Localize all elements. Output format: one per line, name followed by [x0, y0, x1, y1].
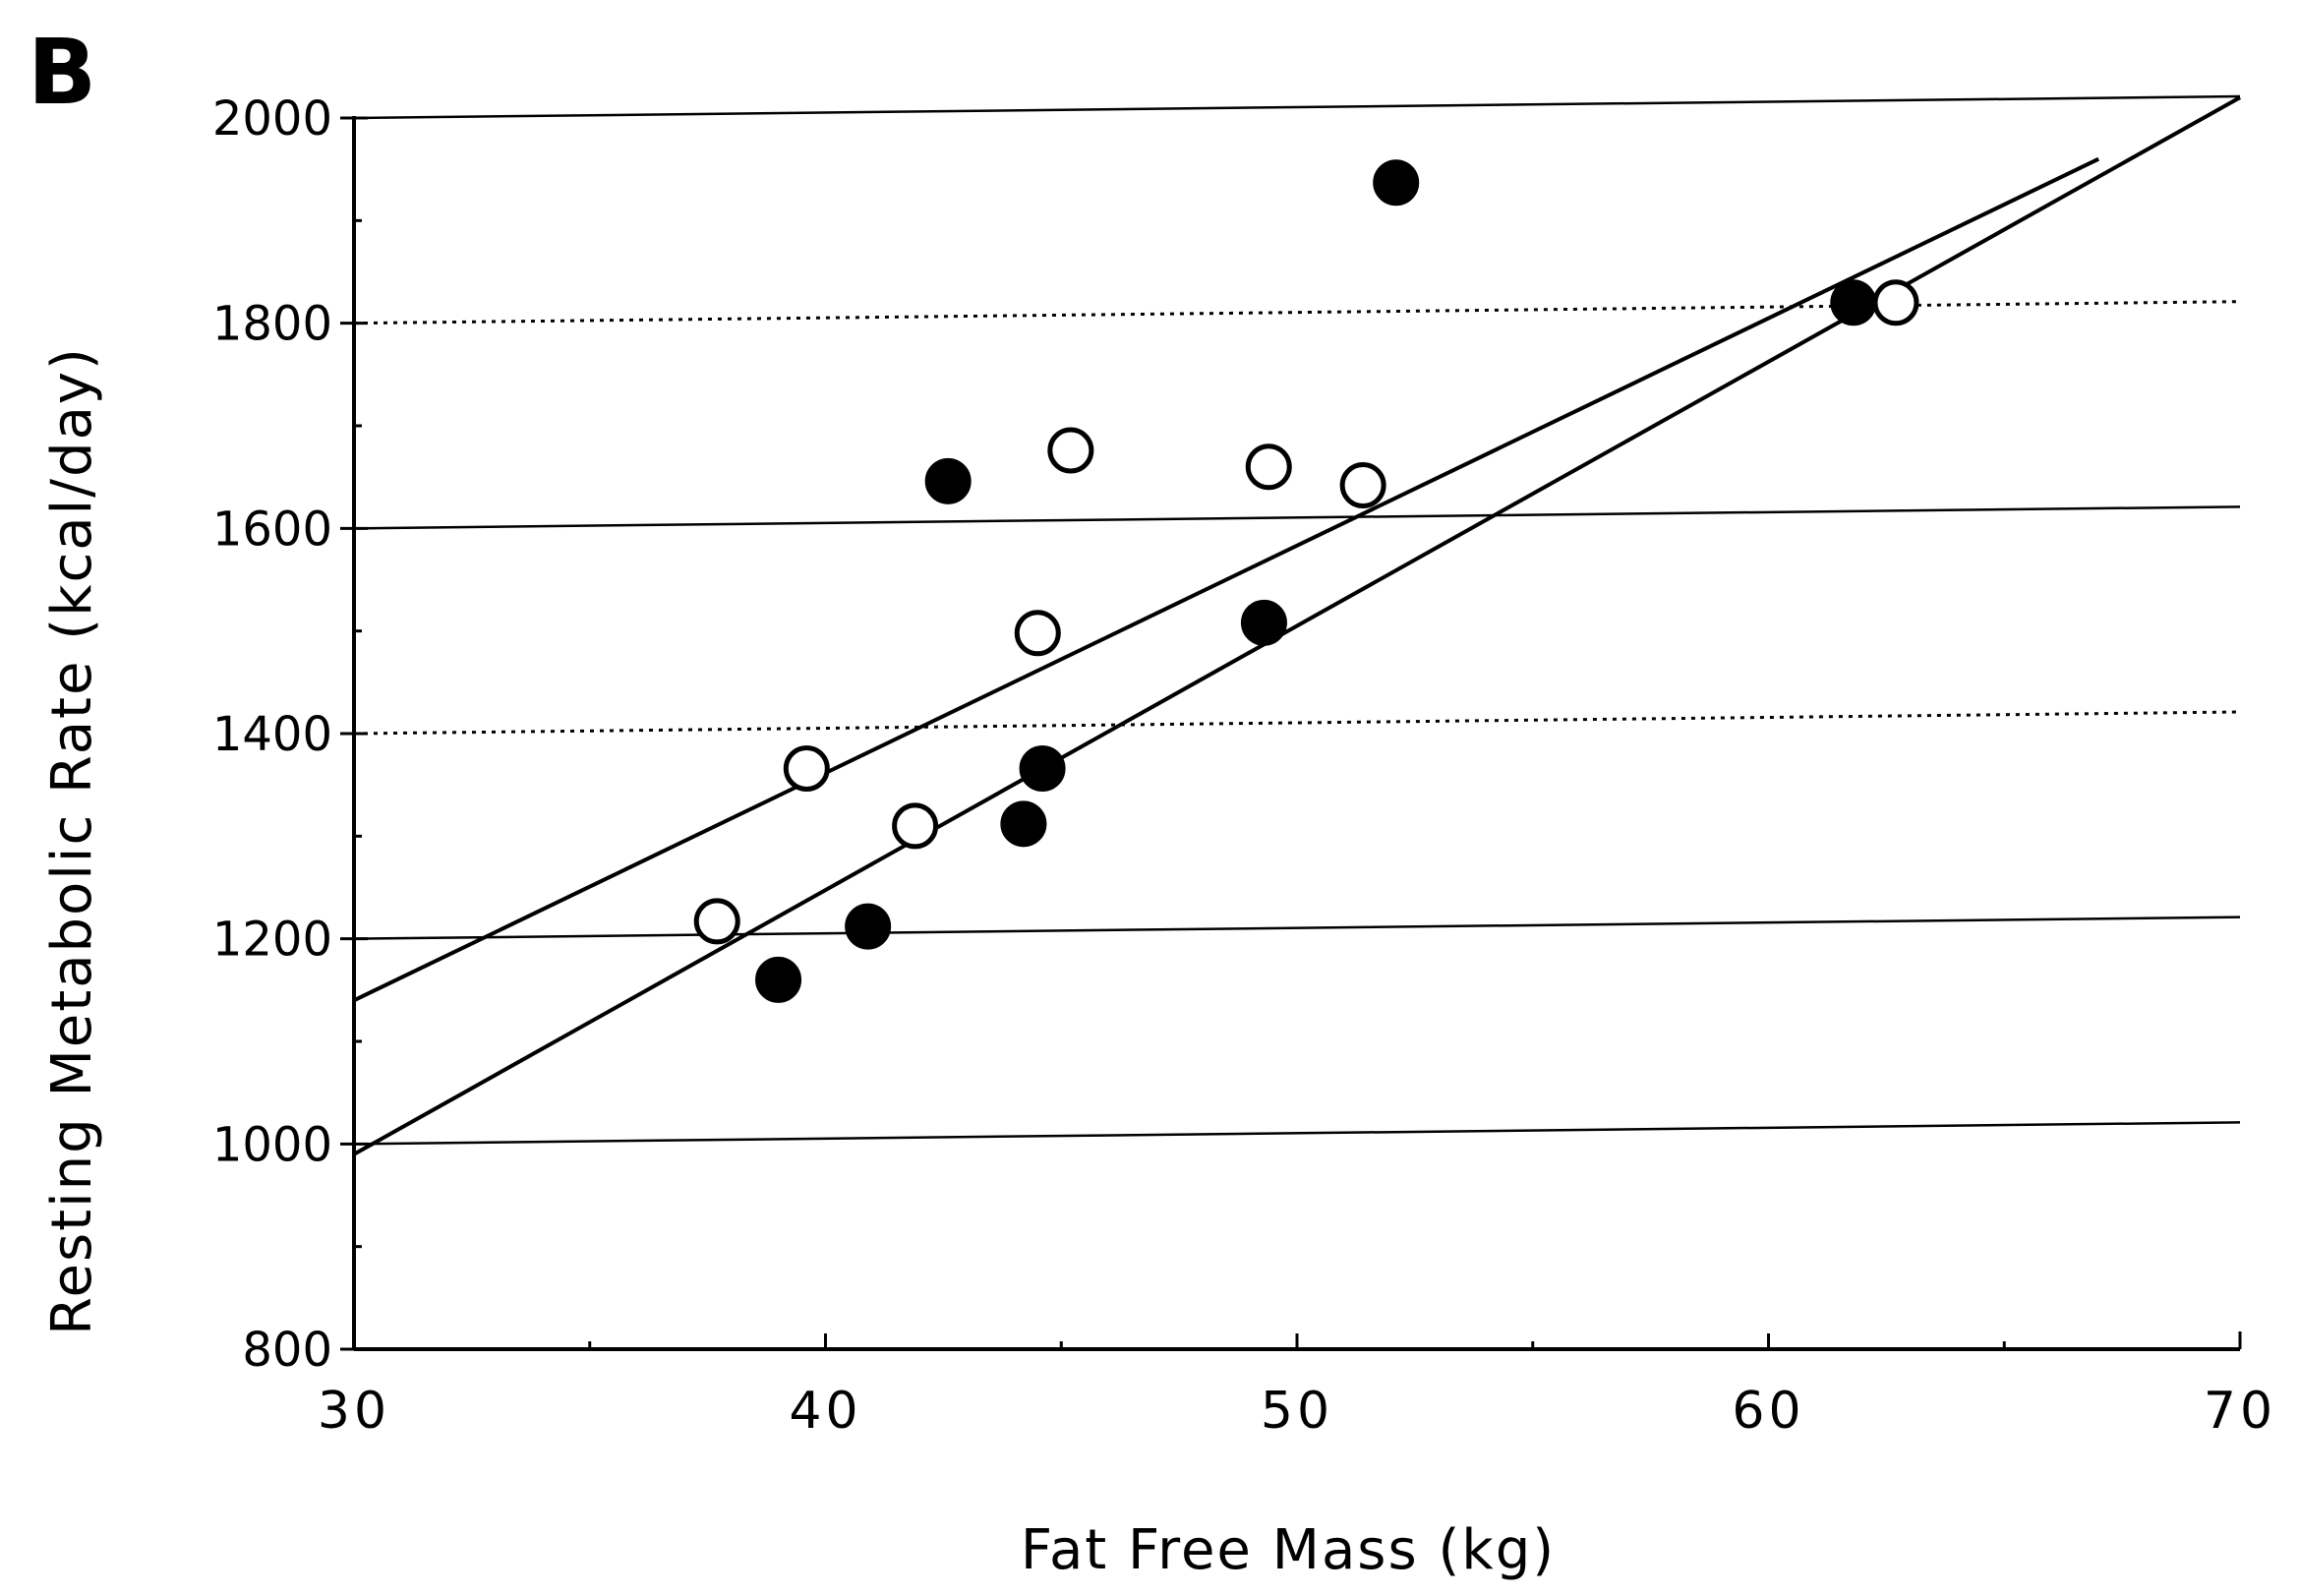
- y-tick-label-800: 800: [242, 1323, 332, 1378]
- open-point-5: [1245, 443, 1292, 491]
- filled-point-0: [755, 956, 802, 1003]
- axes: [340, 116, 2242, 1351]
- filled-point-7: [1830, 279, 1877, 326]
- x-axis-title: Fat Free Mass (kg): [1021, 1518, 1556, 1582]
- filled-point-2: [924, 457, 972, 504]
- x-tick-label-40: 40: [789, 1382, 861, 1441]
- fit-line-open-circle: [353, 156, 2100, 1003]
- gridlines: [353, 94, 2241, 1146]
- gridline-1400: [353, 710, 2241, 736]
- filled-point-5: [1240, 599, 1287, 646]
- y-tick-label-1600: 1600: [212, 502, 332, 557]
- open-point-2: [892, 802, 939, 850]
- filled-point-3: [1000, 800, 1047, 848]
- y-tick-label-1800: 1800: [212, 297, 332, 352]
- gridline-1000: [353, 1121, 2241, 1146]
- y-axis-title: Resting Metabolic Rate (kcal/day): [40, 346, 104, 1335]
- tick-labels: 800 1000 1200 1400 1600 1800 2000 30 40 50 60 70: [212, 91, 2276, 1441]
- open-point-7: [1872, 279, 1919, 326]
- filled-point-1: [845, 903, 892, 950]
- fit-lines: [353, 95, 2241, 1156]
- x-tick-label-50: 50: [1261, 1382, 1333, 1441]
- filled-point-6: [1373, 159, 1420, 207]
- gridline-1800: [353, 300, 2241, 325]
- y-tick-label-1400: 1400: [212, 707, 332, 762]
- gridline-1200: [353, 916, 2241, 940]
- x-tick-label-60: 60: [1732, 1382, 1804, 1441]
- open-point-6: [1339, 462, 1386, 509]
- filled-point-4: [1019, 744, 1066, 792]
- y-tick-label-1000: 1000: [212, 1117, 332, 1172]
- gridline-1600: [353, 505, 2241, 530]
- open-point-0: [693, 898, 740, 945]
- gridline-2000: [353, 94, 2241, 120]
- data-points: [693, 159, 1919, 1003]
- panel-label: B: [28, 20, 96, 125]
- fit-line-filled-circle: [353, 95, 2241, 1156]
- open-point-3: [1014, 610, 1061, 657]
- y-tick-label-2000: 2000: [212, 91, 332, 147]
- open-point-4: [1047, 427, 1094, 474]
- y-tick-label-1200: 1200: [212, 913, 332, 968]
- open-point-1: [783, 744, 830, 792]
- x-tick-label-30: 30: [318, 1382, 390, 1441]
- x-tick-label-70: 70: [2204, 1382, 2276, 1441]
